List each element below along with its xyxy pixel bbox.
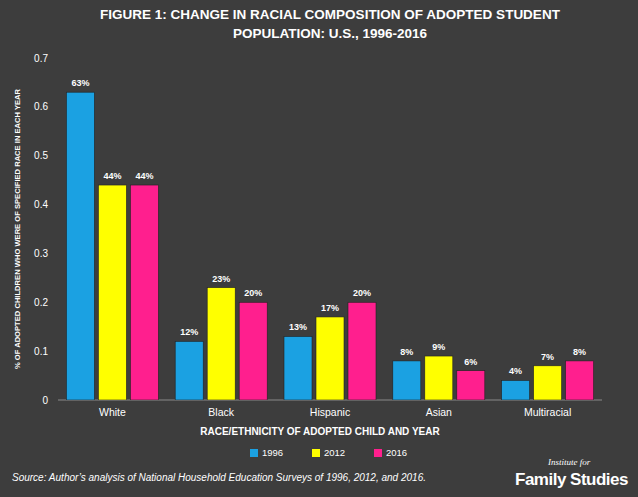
legend-label: 2012 [324, 447, 345, 458]
data-label: 20% [244, 288, 262, 298]
bar [457, 371, 485, 400]
data-label: 4% [509, 366, 522, 376]
x-tick-label: Black [208, 406, 234, 418]
data-labels: 63% 44% 44% 12% 23% 20% 13% 17% 20% 8% 9% 6% 4% 7% 8% [71, 78, 586, 376]
y-tick-label: 0.2 [34, 297, 48, 308]
bar [534, 366, 562, 400]
data-label: 7% [541, 352, 554, 362]
bar [316, 317, 344, 400]
source-note: Source: Author’s analysis of National Ho… [12, 472, 426, 483]
legend-swatch [312, 449, 320, 457]
y-tick-label: 0.3 [34, 248, 48, 259]
bar [502, 380, 530, 400]
bar [175, 341, 203, 400]
data-label: 44% [103, 171, 121, 181]
data-label: 6% [464, 357, 477, 367]
bar [566, 361, 594, 400]
bar [425, 356, 453, 400]
logo-text: Family Studies [515, 470, 628, 489]
data-label: 23% [212, 274, 230, 284]
data-label: 8% [400, 347, 413, 357]
bar [393, 361, 421, 400]
bar [207, 288, 235, 400]
data-label: 12% [180, 327, 198, 337]
bar [239, 302, 267, 400]
legend-label: 2016 [386, 447, 407, 458]
y-tick-label: 0 [42, 395, 48, 406]
bars [66, 92, 593, 400]
logo-text: Institute for [547, 457, 591, 467]
y-tick-label: 0.7 [34, 53, 48, 64]
bar [284, 336, 312, 400]
legend-swatch [374, 449, 382, 457]
y-tick-label: 0.6 [34, 101, 48, 112]
y-tick-label: 0.4 [34, 199, 48, 210]
y-tick-label: 0.1 [34, 346, 48, 357]
x-tick-label: Multiracial [524, 406, 571, 418]
title: FIGURE 1: CHANGE IN RACIAL COMPOSITION O… [100, 7, 561, 41]
legend-label: 1996 [262, 447, 283, 458]
legend-swatch [250, 449, 258, 457]
x-tick-label: White [99, 406, 126, 418]
y-tick-label: 0.5 [34, 150, 48, 161]
data-label: 20% [353, 288, 371, 298]
bar [66, 92, 94, 400]
data-label: 17% [321, 303, 339, 313]
chart: FIGURE 1: CHANGE IN RACIAL COMPOSITION O… [0, 0, 638, 497]
bar [98, 185, 126, 400]
y-axis-label: % OF ADOPTED CHILDREN WHO WERE OF SPECIF… [13, 88, 22, 369]
data-label: 63% [71, 78, 89, 88]
data-label: 13% [289, 322, 307, 332]
bar [130, 185, 158, 400]
x-axis-label: RACE/ETHNICITY OF ADOPTED CHILD AND YEAR [200, 426, 440, 437]
x-tick-label: Hispanic [310, 406, 350, 418]
x-tick-label: Asian [426, 406, 452, 418]
background [0, 0, 638, 497]
data-label: 44% [135, 171, 153, 181]
bar [348, 302, 376, 400]
data-label: 9% [432, 342, 445, 352]
data-label: 8% [573, 347, 586, 357]
